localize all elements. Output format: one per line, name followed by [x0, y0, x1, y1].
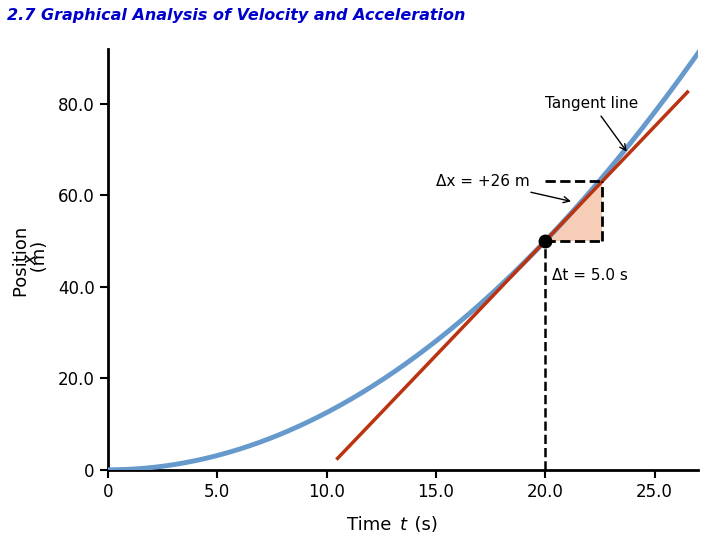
- Text: Position: Position: [13, 221, 31, 297]
- Text: (m): (m): [31, 241, 49, 278]
- Text: Δt = 5.0 s: Δt = 5.0 s: [552, 268, 628, 284]
- Text: (s): (s): [403, 516, 438, 534]
- Text: Δx = +26 m: Δx = +26 m: [436, 174, 570, 202]
- Text: Tangent line: Tangent line: [545, 96, 639, 151]
- Polygon shape: [545, 181, 602, 241]
- Text: Time: Time: [347, 516, 403, 534]
- Text: 2.7 Graphical Analysis of Velocity and Acceleration: 2.7 Graphical Analysis of Velocity and A…: [7, 8, 466, 23]
- Text: x: x: [22, 254, 40, 265]
- Text: t: t: [400, 516, 407, 534]
